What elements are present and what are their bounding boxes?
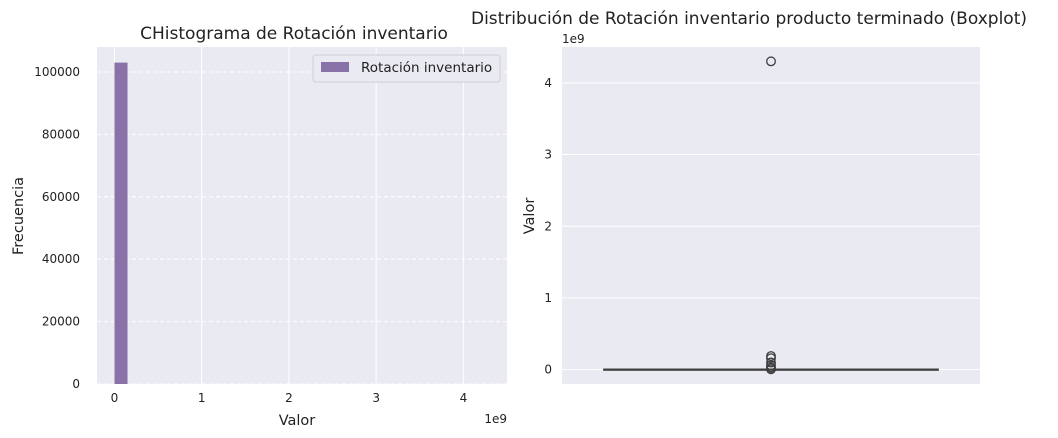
histogram-y-tick-label: 100000 xyxy=(34,65,80,79)
histogram-x-tick-label: 0 xyxy=(111,391,119,405)
histogram-x-offset-label: 1e9 xyxy=(484,412,507,426)
histogram-x-tick-label: 3 xyxy=(372,391,380,405)
histogram-x-ticks: 0 1 2 3 4 xyxy=(111,391,468,405)
histogram-title: CHistograma de Rotación inventario xyxy=(140,24,448,44)
boxplot-y-tick-label: 2 xyxy=(544,219,552,233)
histogram-y-tick-label: 60000 xyxy=(42,190,80,204)
boxplot-plot-area xyxy=(562,47,980,384)
histogram-bars xyxy=(114,62,128,384)
histogram-y-tick-label: 40000 xyxy=(42,252,80,266)
histogram-y-tick-label: 0 xyxy=(72,377,80,391)
legend-entry: Rotación inventario xyxy=(361,60,492,76)
boxplot-y-offset-label: 1e9 xyxy=(562,32,585,46)
histogram-x-tick-label: 2 xyxy=(285,391,293,405)
legend-box xyxy=(312,54,501,83)
boxplot-outlier-point xyxy=(766,353,776,364)
boxplot-outliers xyxy=(766,56,776,375)
boxplot-y-tick-label: 1 xyxy=(544,291,552,305)
boxplot-panel: 0 1 2 3 4 Distribución de Rotación inventari… xyxy=(471,9,1027,384)
legend-swatch xyxy=(321,62,349,72)
histogram-grid xyxy=(97,47,507,385)
boxplot-outlier-point xyxy=(766,364,776,375)
histogram-y-tick-label: 20000 xyxy=(42,315,80,329)
boxplot-outlier-point xyxy=(766,56,776,67)
boxplot-y-label: Valor xyxy=(522,198,538,235)
histogram-x-tick-label: 1 xyxy=(198,391,206,405)
histogram-x-tick-label: 4 xyxy=(460,391,468,405)
boxplot-y-tick-label: 0 xyxy=(544,363,552,377)
histogram-y-ticks: 0 20000 40000 60000 80000 100000 xyxy=(34,65,80,391)
boxplot-y-tick-label: 4 xyxy=(544,76,552,90)
boxplot-y-ticks: 0 1 2 3 4 xyxy=(544,76,552,377)
boxplot-title: Distribución de Rotación inventario prod… xyxy=(471,9,1027,29)
histogram-legend: Rotación inventario xyxy=(312,54,501,83)
histogram-x-label: Valor xyxy=(279,413,316,429)
histogram-bar xyxy=(114,62,128,384)
boxplot-outlier-point xyxy=(766,357,776,368)
histogram-plot-area xyxy=(97,47,507,384)
boxplot-y-tick-label: 3 xyxy=(544,148,552,162)
histogram-panel: 0 1 2 3 4 0 20000 40000 60000 80000 100000 CHisto… xyxy=(11,24,507,429)
histogram-y-label: Frecuencia xyxy=(11,177,27,255)
histogram-y-tick-label: 80000 xyxy=(42,127,80,141)
